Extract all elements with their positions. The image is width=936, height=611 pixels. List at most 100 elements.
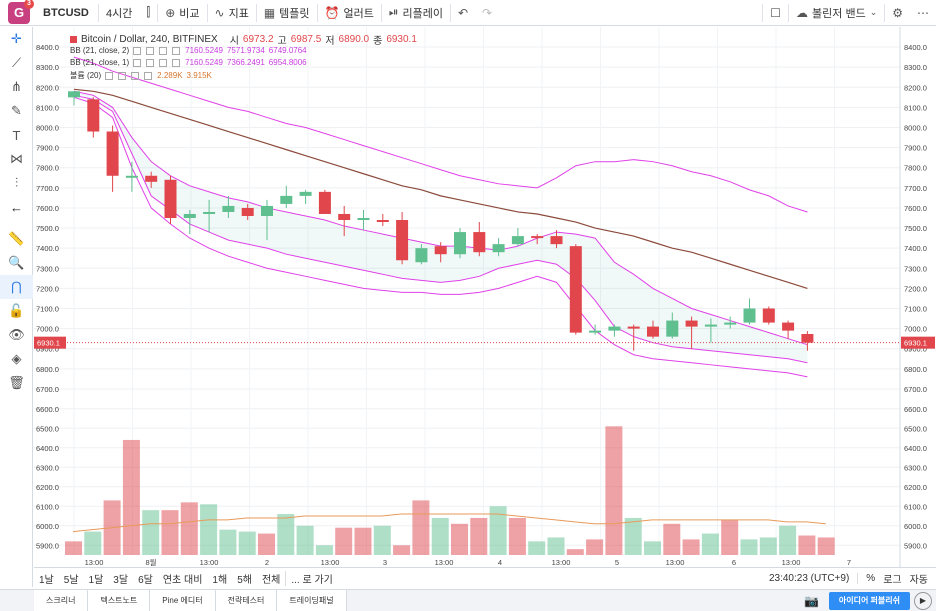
cloud-icon: ☁: [796, 5, 809, 20]
bb-basis-line: [73, 88, 808, 289]
chart-pane[interactable]: 8400.0 8400.0 8300.0 8300.0 8200.0 8200.0 8100…: [34, 27, 936, 567]
range-1d[interactable]: 1날: [39, 574, 54, 586]
range-1m[interactable]: 1달: [88, 574, 104, 586]
chart-type-button[interactable]: ⫿: [139, 0, 157, 26]
tab-trading-panel[interactable]: 트레이딩패널: [277, 589, 347, 611]
log-toggle[interactable]: 로그: [883, 574, 902, 586]
visibility-tool[interactable]: 👁: [0, 323, 33, 347]
last-price-tag-right: [901, 336, 935, 349]
candle-body: [550, 236, 563, 245]
alarm-clock-icon: ⏰: [324, 5, 340, 20]
camera-icon[interactable]: 📷: [803, 593, 819, 608]
y-tick-label-right: 6800.0: [904, 365, 927, 374]
range-3m[interactable]: 3달: [113, 574, 129, 586]
undo-button[interactable]: ↶: [451, 0, 475, 26]
pattern-tool[interactable]: ⋈: [0, 147, 33, 171]
last-price-label-right: 6930.1: [904, 339, 927, 348]
candle-body: [125, 175, 138, 178]
templates-button[interactable]: ▦ 템플릿: [263, 5, 310, 20]
lock-tool[interactable]: 🔓: [0, 299, 33, 323]
y-tick-label-left: 7200.0: [36, 284, 59, 293]
brush-tool[interactable]: ✎: [0, 99, 33, 123]
volume-bar: [258, 533, 275, 555]
trash-tool[interactable]: 🗑: [0, 371, 33, 395]
volume-bar: [624, 517, 642, 555]
indicators-button[interactable]: ∿ 지표: [214, 5, 249, 20]
volume-bar: [277, 514, 295, 555]
notification-badge: 3: [24, 0, 34, 9]
alert-button[interactable]: ⏰ 얼러트: [324, 5, 374, 20]
undo-icon: ↶: [457, 5, 469, 20]
range-1y[interactable]: 1해: [212, 574, 228, 586]
candle-body: [724, 322, 737, 325]
text-icon: T: [12, 127, 21, 143]
auto-toggle[interactable]: 자동: [909, 574, 928, 586]
more-button[interactable]: ⋯: [910, 0, 936, 26]
volume-bar: [586, 539, 604, 555]
app-logo[interactable]: G 3: [8, 0, 34, 24]
chart-canvas[interactable]: 8400.0 8400.0 8300.0 8300.0 8200.0 8200.0 8100…: [34, 27, 936, 567]
range-6m[interactable]: 6달: [138, 574, 153, 586]
play-icon[interactable]: ▶: [914, 591, 932, 610]
range-bar: 1날 5날 1달 3달 6달 연초 대비 1해 5해 전체 ... 로 가기 2…: [34, 567, 936, 588]
volume-bar: [296, 525, 314, 555]
bb1-legend[interactable]: BB (21, close, 2) 7160.5249 7571.9734 67…: [70, 46, 307, 55]
lock-icon: 🔓: [8, 303, 25, 318]
drawing-tools-rail: ✛ ⟋ ⋔ ✎ T ⋈ ⫶ ← 📏 🔍 ⋂ 🔓 👁 ◈ 🗑: [0, 27, 33, 587]
symbol-search[interactable]: BTCUSD: [43, 6, 89, 19]
y-tick-label-left: 8200.0: [36, 83, 59, 92]
indicator-dropdown[interactable]: ☁ 볼린저 밴드 ⌄: [796, 5, 878, 20]
volume-bar: [759, 537, 777, 555]
text-tool[interactable]: T: [0, 123, 33, 147]
measure-tool[interactable]: 📏: [0, 227, 33, 251]
replay-button[interactable]: ⏯ 리플레이: [388, 5, 443, 20]
prediction-tool[interactable]: ⫶: [0, 171, 33, 195]
candle-body: [685, 320, 698, 327]
volume-legend[interactable]: 볼륨 (20) 2.289K 3.915K: [70, 71, 212, 80]
candle-body: [396, 220, 409, 261]
publish-idea-button[interactable]: 아이디어 퍼블리쉬: [828, 591, 910, 610]
interval-selector[interactable]: 4시간: [106, 7, 133, 20]
tab-pine-editor[interactable]: Pine 에디터: [150, 589, 216, 611]
goto-date-button[interactable]: ... 로 가기: [285, 570, 338, 586]
y-tick-label-left: 8100.0: [36, 103, 59, 112]
replay-icon: ⏯: [388, 5, 399, 19]
range-ytd[interactable]: 연초 대비: [162, 574, 203, 586]
redo-button[interactable]: ↷: [475, 0, 499, 26]
volume-bar: [682, 539, 700, 555]
compare-button[interactable]: ⊕ 비교: [165, 5, 200, 20]
zoom-tool[interactable]: 🔍: [0, 251, 33, 275]
y-tick-label-right: 6400.0: [904, 444, 927, 453]
y-tick-label-left: 7100.0: [36, 305, 59, 314]
range-all[interactable]: 전체: [261, 574, 281, 586]
range-5y[interactable]: 5해: [237, 574, 252, 586]
y-tick-label-left: 6700.0: [36, 385, 59, 394]
range-5d[interactable]: 5날: [63, 574, 79, 586]
y-tick-label-right: 7000.0: [904, 325, 927, 334]
y-tick-label-left: 7500.0: [36, 224, 59, 233]
volume-bar: [508, 517, 526, 555]
settings-button[interactable]: ⚙: [885, 0, 910, 26]
percent-toggle[interactable]: %: [857, 572, 875, 584]
magnet-tool[interactable]: ⋂: [0, 275, 33, 299]
crosshair-tool[interactable]: ✛: [0, 27, 33, 51]
candle-body: [627, 326, 640, 329]
candle-body: [473, 232, 486, 253]
bb2-legend[interactable]: BB (21, close, 1) 7160.5249 7366.2491 69…: [70, 58, 307, 67]
y-tick-label-left: 6500.0: [36, 424, 59, 433]
tab-text-notes[interactable]: 텍스트노트: [88, 589, 151, 611]
trendline-tool[interactable]: ⟋: [0, 51, 33, 75]
clock-readout[interactable]: 23:40:23 (UTC+9): [768, 572, 850, 584]
candle-body: [68, 91, 80, 98]
tab-strategy-tester[interactable]: 전략테스터: [215, 589, 278, 611]
square-icon: ☐: [770, 5, 782, 20]
tab-screener[interactable]: 스크리너: [34, 589, 89, 611]
fib-tool[interactable]: ⋔: [0, 75, 33, 99]
layers-tool[interactable]: ◈: [0, 347, 33, 371]
candle-body: [183, 213, 196, 218]
fullscreen-button[interactable]: ☐: [763, 0, 788, 26]
candle-body: [164, 179, 177, 218]
back-button[interactable]: ←: [0, 195, 33, 219]
y-tick-label-right: 7600.0: [904, 204, 927, 213]
